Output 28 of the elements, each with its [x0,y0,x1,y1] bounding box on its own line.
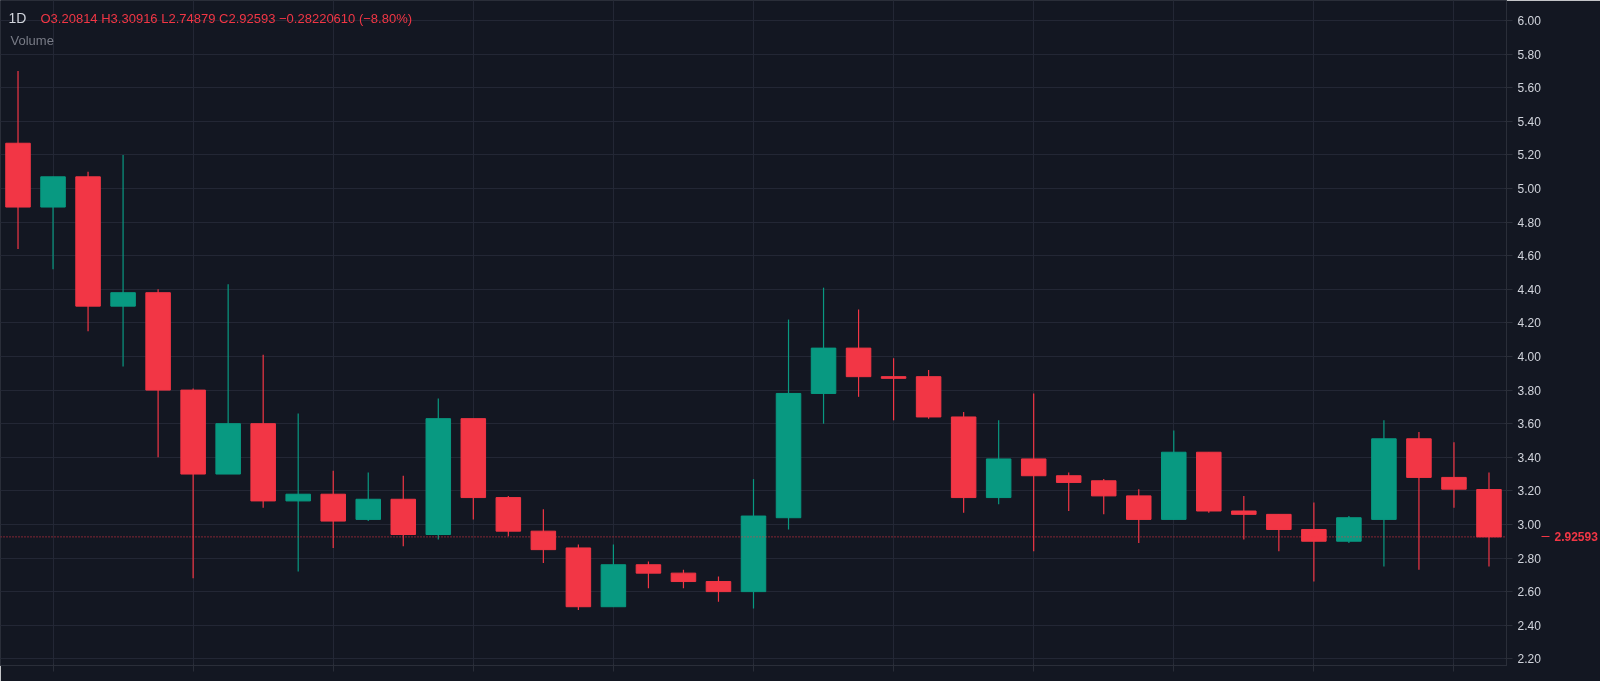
candlestick [880,357,907,421]
y-tick-label: 3.60 [1517,417,1542,432]
y-tick-label: 3.80 [1517,383,1542,398]
y-tick-label: 4.40 [1517,282,1542,297]
y-tick-label: 3.20 [1517,484,1542,499]
candlestick [285,413,311,573]
y-tick-label: 2.20 [1517,652,1542,667]
y-tick-label: 5.40 [1517,114,1542,129]
y-tick-label: 4.80 [1517,215,1542,230]
annotation: Volume [10,32,54,48]
y-tick-label: 2.60 [1517,585,1542,600]
text: 1D [8,9,27,26]
y-tick-label: 2.40 [1517,618,1542,633]
y-tick-label: 4.00 [1517,350,1542,365]
y-tick-label: 5.20 [1517,148,1542,163]
y-tick-label: 4.60 [1517,249,1542,264]
y-tick-label: 6.00 [1517,14,1542,29]
y-tick-label: 5.00 [1517,182,1542,197]
y-tick-label: 2.80 [1517,551,1542,566]
ref-line-label: 2.92593 [1554,530,1599,545]
annotation: O3.20814 H3.30916 L2.74879 C2.92593 −0.28220610 (−8.80%) [40,10,413,26]
y-tick-label: 4.20 [1517,316,1542,331]
y-tick-label: 5.60 [1517,81,1542,96]
y-tick-label: 5.80 [1517,47,1542,62]
y-tick-label: 3.40 [1517,450,1542,465]
y-tick-label: 3.00 [1517,517,1542,532]
candlestick [1055,471,1082,512]
candlestick [110,154,136,368]
